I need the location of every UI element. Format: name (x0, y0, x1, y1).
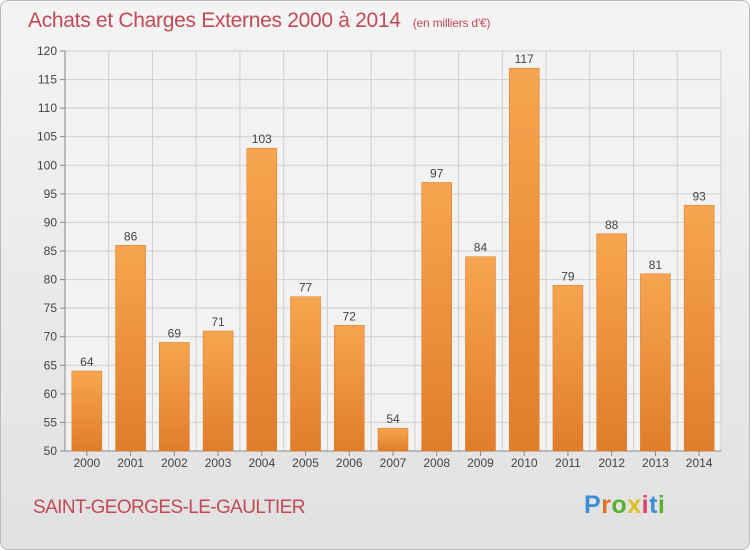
chart-unit: (en milliers d'€) (412, 16, 491, 30)
data-label: 64 (80, 355, 94, 369)
y-tick-label: 120 (37, 44, 57, 58)
y-tick-label: 110 (38, 101, 57, 115)
x-tick-label: 2014 (686, 456, 713, 470)
bar (115, 245, 146, 452)
bar (421, 182, 452, 452)
bar (640, 273, 671, 452)
x-tick-label: 2011 (555, 456, 581, 470)
bar (71, 370, 103, 452)
x-tick-label: 2012 (598, 456, 625, 470)
logo-letter: r (601, 491, 612, 519)
x-tick-label: 2003 (205, 456, 232, 470)
data-label: 97 (430, 166, 444, 180)
bar (596, 233, 627, 452)
data-label: 77 (299, 281, 313, 295)
data-label: 117 (515, 52, 534, 66)
y-tick-label: 75 (44, 301, 58, 315)
x-tick-label: 2002 (161, 456, 188, 470)
data-label: 86 (124, 229, 138, 243)
y-tick-label: 115 (38, 73, 57, 87)
data-label: 84 (474, 241, 488, 255)
bar (334, 325, 365, 452)
x-tick-label: 2008 (423, 456, 450, 470)
bar (377, 427, 409, 452)
y-tick-label: 85 (44, 244, 58, 258)
y-tick-label: 50 (44, 444, 58, 458)
logo-letter: t (649, 491, 658, 519)
data-label: 88 (605, 218, 619, 232)
x-tick-label: 2009 (467, 456, 494, 470)
x-tick-label: 2001 (117, 456, 144, 470)
bar (508, 67, 540, 452)
x-tick-label: 2010 (511, 456, 538, 470)
x-tick-label: 2005 (292, 456, 319, 470)
x-tick-label: 2013 (642, 456, 669, 470)
x-tick-label: 2004 (248, 456, 275, 470)
data-label: 93 (692, 189, 706, 203)
y-tick-label: 60 (44, 387, 58, 401)
x-tick-label: 2007 (380, 456, 407, 470)
bar (246, 147, 278, 452)
logo-letter: P (584, 491, 602, 519)
data-label: 79 (561, 269, 575, 283)
y-tick-label: 95 (44, 187, 58, 201)
data-label: 54 (386, 412, 400, 426)
logo-letter: i (657, 491, 666, 519)
data-label: 81 (649, 258, 663, 272)
bar (552, 285, 584, 452)
logo-letter: i (641, 491, 650, 519)
chart-title: Achats et Charges Externes 2000 à 2014 (28, 9, 401, 32)
data-label: 69 (168, 326, 182, 340)
y-tick-label: 70 (44, 330, 58, 344)
bar (159, 342, 190, 452)
data-label: 103 (252, 132, 272, 146)
bar (465, 256, 496, 452)
logo-letter: x (627, 491, 642, 519)
y-tick-label: 80 (44, 273, 58, 287)
bar (683, 205, 715, 452)
y-tick-label: 65 (44, 358, 58, 372)
y-tick-label: 90 (44, 215, 58, 229)
bar (202, 330, 234, 452)
chart-title-block: Achats et Charges Externes 2000 à 2014 (e… (28, 9, 490, 33)
logo-letter: o (611, 491, 628, 519)
data-label: 72 (343, 309, 357, 323)
x-tick-label: 2000 (74, 456, 101, 470)
town-name: SAINT-GEORGES-LE-GAULTIER (33, 497, 305, 518)
y-tick-label: 105 (37, 130, 57, 144)
data-label: 71 (211, 315, 225, 329)
y-tick-label: 100 (37, 158, 57, 172)
y-tick-label: 55 (44, 415, 58, 429)
proxiti-logo: Proxiti (584, 491, 665, 520)
bar (290, 296, 321, 452)
x-tick-label: 2006 (336, 456, 363, 470)
